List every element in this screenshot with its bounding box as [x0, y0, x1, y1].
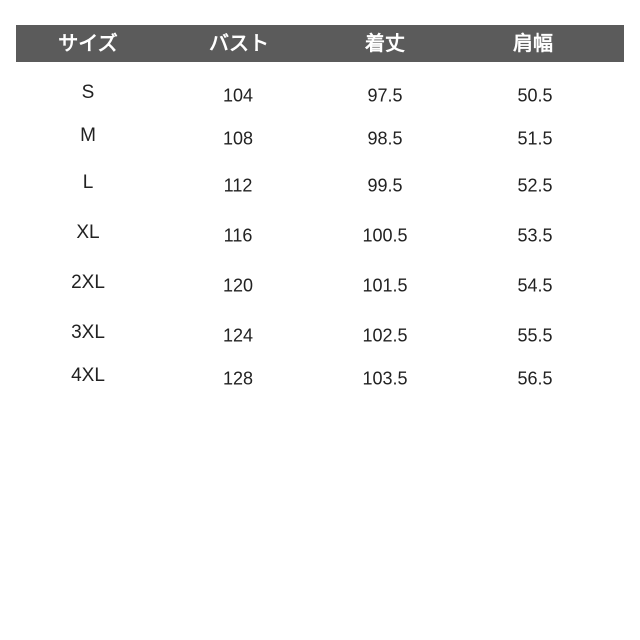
cell-length: 98.5	[367, 128, 403, 149]
header-bust: バスト	[209, 31, 269, 55]
cell-shoulder: 51.5	[517, 128, 553, 149]
cell-size: L	[82, 172, 94, 193]
cell-shoulder: 54.5	[517, 275, 553, 296]
header-shoulder: 肩幅	[513, 31, 553, 55]
cell-length: 102.5	[362, 325, 408, 346]
cell-shoulder: 55.5	[517, 325, 553, 346]
cell-shoulder: 56.5	[517, 368, 553, 389]
cell-size: M	[80, 125, 96, 146]
cell-size: S	[81, 82, 95, 103]
cell-length: 101.5	[362, 275, 408, 296]
cell-shoulder: 52.5	[517, 175, 553, 196]
cell-bust: 116	[223, 225, 253, 246]
cell-length: 100.5	[362, 225, 408, 246]
header-length: 着丈	[365, 31, 405, 55]
cell-bust: 112	[223, 175, 253, 196]
cell-bust: 104	[222, 85, 254, 106]
cell-length: 97.5	[367, 85, 403, 106]
cell-bust: 128	[222, 368, 254, 389]
cell-shoulder: 53.5	[517, 225, 553, 246]
cell-size: 3XL	[71, 322, 105, 343]
cell-length: 103.5	[362, 368, 408, 389]
cell-length: 99.5	[367, 175, 403, 196]
table-header: サイズ バスト 着丈 肩幅	[16, 25, 624, 62]
cell-shoulder: 50.5	[517, 85, 553, 106]
cell-size: 2XL	[71, 272, 105, 293]
cell-bust: 120	[222, 275, 254, 296]
cell-size: 4XL	[71, 365, 105, 386]
header-size: サイズ	[58, 31, 118, 55]
cell-bust: 108	[222, 128, 254, 149]
cell-bust: 124	[222, 325, 254, 346]
cell-size: XL	[76, 222, 100, 243]
